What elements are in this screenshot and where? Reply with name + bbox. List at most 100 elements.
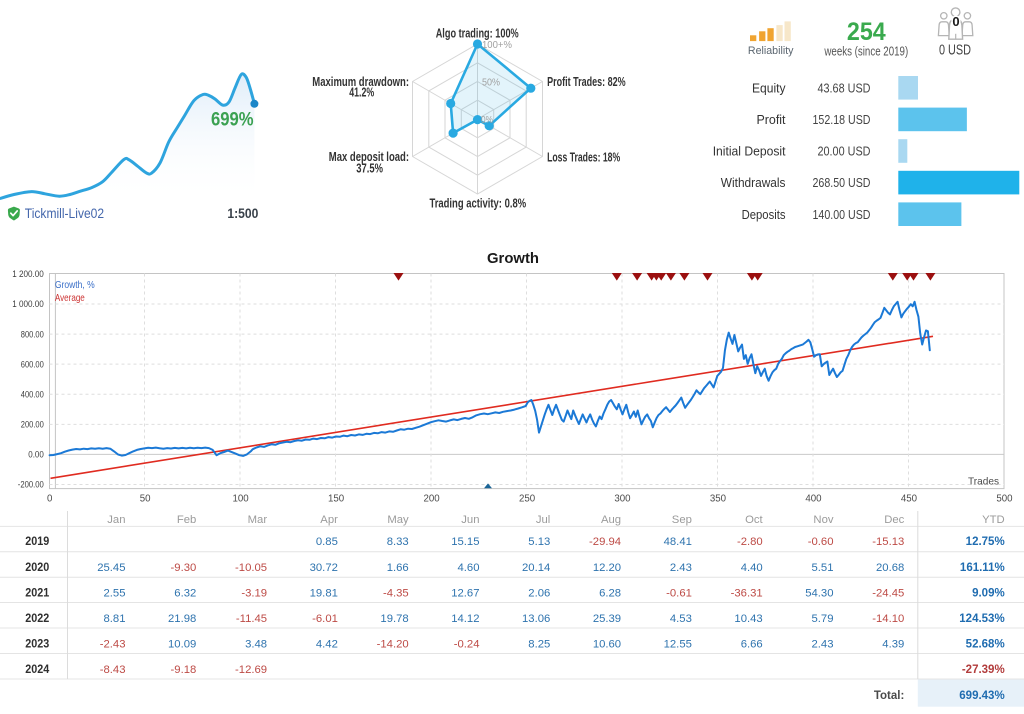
svg-text:-2.43: -2.43 — [100, 638, 126, 650]
svg-text:Trading activity: 0.8%: Trading activity: 0.8% — [429, 197, 526, 211]
svg-text:150: 150 — [328, 494, 345, 505]
svg-text:600.00: 600.00 — [21, 359, 44, 369]
svg-text:Equity: Equity — [752, 80, 786, 95]
svg-text:-0.61: -0.61 — [666, 587, 692, 599]
svg-text:254: 254 — [847, 18, 886, 46]
svg-text:500: 500 — [996, 494, 1013, 505]
svg-text:699%: 699% — [211, 110, 254, 131]
svg-text:2.55: 2.55 — [104, 587, 126, 599]
svg-text:699.43%: 699.43% — [959, 690, 1004, 702]
svg-text:4.60: 4.60 — [458, 562, 480, 574]
svg-text:Maximum drawdown:: Maximum drawdown: — [312, 75, 409, 89]
svg-text:2022: 2022 — [25, 613, 49, 625]
svg-text:54.30: 54.30 — [805, 587, 833, 599]
svg-text:12.20: 12.20 — [593, 562, 621, 574]
svg-text:6.66: 6.66 — [741, 638, 763, 650]
svg-text:Initial Deposit: Initial Deposit — [713, 144, 786, 159]
svg-text:-27.39%: -27.39% — [962, 664, 1005, 676]
svg-text:300: 300 — [614, 494, 631, 505]
svg-text:Jul: Jul — [536, 514, 550, 526]
svg-text:5.13: 5.13 — [528, 536, 550, 548]
svg-text:43.68 USD: 43.68 USD — [818, 80, 871, 95]
svg-text:4.40: 4.40 — [741, 562, 763, 574]
svg-text:200: 200 — [424, 494, 441, 505]
svg-text:12.67: 12.67 — [451, 587, 479, 599]
svg-text:20.68: 20.68 — [876, 562, 904, 574]
svg-text:2020: 2020 — [25, 562, 49, 574]
svg-text:Profit: Profit — [757, 112, 786, 127]
svg-text:10.60: 10.60 — [593, 638, 621, 650]
svg-text:YTD: YTD — [982, 514, 1005, 526]
svg-text:0%: 0% — [481, 114, 493, 126]
svg-text:0.85: 0.85 — [316, 536, 338, 548]
svg-text:400.00: 400.00 — [21, 389, 44, 399]
svg-text:-14.20: -14.20 — [377, 638, 409, 650]
svg-text:-36.31: -36.31 — [731, 587, 763, 599]
svg-text:250: 250 — [519, 494, 536, 505]
svg-text:Profit Trades: 82%: Profit Trades: 82% — [547, 75, 626, 89]
svg-text:0: 0 — [952, 14, 959, 29]
svg-text:Average: Average — [55, 292, 85, 304]
svg-text:2.43: 2.43 — [670, 562, 692, 574]
svg-text:Total:: Total: — [874, 690, 904, 702]
svg-text:weeks (since 2019): weeks (since 2019) — [824, 45, 909, 59]
svg-text:124.53%: 124.53% — [959, 613, 1004, 625]
svg-text:-29.94: -29.94 — [589, 536, 621, 548]
svg-text:19.81: 19.81 — [310, 587, 338, 599]
svg-text:Withdrawals: Withdrawals — [721, 175, 786, 190]
svg-text:-2.80: -2.80 — [737, 536, 763, 548]
svg-text:8.81: 8.81 — [104, 613, 126, 625]
svg-text:800.00: 800.00 — [21, 329, 44, 339]
svg-text:-15.13: -15.13 — [872, 536, 904, 548]
svg-text:5.51: 5.51 — [812, 562, 834, 574]
svg-text:50%: 50% — [482, 77, 500, 89]
svg-text:2019: 2019 — [25, 536, 49, 548]
svg-text:-12.69: -12.69 — [235, 664, 267, 676]
svg-text:Feb: Feb — [177, 514, 196, 526]
svg-text:-14.10: -14.10 — [872, 613, 904, 625]
svg-text:Loss Trades: 18%: Loss Trades: 18% — [547, 150, 620, 164]
svg-text:20.00 USD: 20.00 USD — [818, 144, 871, 159]
svg-text:Growth: Growth — [487, 250, 539, 267]
svg-text:-9.18: -9.18 — [171, 664, 197, 676]
svg-text:4.53: 4.53 — [670, 613, 692, 625]
svg-text:6.28: 6.28 — [599, 587, 621, 599]
svg-text:Trades: Trades — [968, 475, 999, 487]
svg-text:268.50 USD: 268.50 USD — [813, 175, 871, 190]
svg-text:Deposits: Deposits — [742, 207, 786, 222]
svg-text:Jun: Jun — [461, 514, 479, 526]
svg-text:1 000.00: 1 000.00 — [12, 299, 44, 309]
svg-text:20.14: 20.14 — [522, 562, 550, 574]
svg-text:Mar: Mar — [248, 514, 268, 526]
svg-text:161.11%: 161.11% — [960, 562, 1005, 574]
svg-text:200.00: 200.00 — [21, 420, 44, 430]
svg-text:37.5%: 37.5% — [356, 162, 383, 176]
svg-text:48.41: 48.41 — [664, 536, 692, 548]
svg-text:Aug: Aug — [601, 514, 621, 526]
svg-text:41.2%: 41.2% — [349, 86, 374, 100]
svg-text:12.55: 12.55 — [664, 638, 692, 650]
svg-text:50: 50 — [140, 494, 151, 505]
svg-text:15.15: 15.15 — [451, 536, 479, 548]
svg-text:52.68%: 52.68% — [966, 638, 1005, 650]
svg-text:-6.01: -6.01 — [312, 613, 338, 625]
svg-text:Growth, %: Growth, % — [55, 279, 95, 291]
svg-text:0: 0 — [47, 494, 53, 505]
svg-text:Max deposit load:: Max deposit load: — [329, 150, 409, 164]
svg-text:1.66: 1.66 — [387, 562, 409, 574]
svg-text:152.18 USD: 152.18 USD — [813, 112, 871, 127]
svg-text:-3.19: -3.19 — [241, 587, 267, 599]
svg-text:30.72: 30.72 — [310, 562, 338, 574]
svg-text:10.43: 10.43 — [734, 613, 762, 625]
svg-text:Sep: Sep — [672, 514, 692, 526]
svg-text:2.43: 2.43 — [812, 638, 834, 650]
svg-text:-24.45: -24.45 — [872, 587, 904, 599]
svg-text:9.09%: 9.09% — [972, 587, 1005, 599]
svg-text:Apr: Apr — [320, 514, 338, 526]
svg-text:25.39: 25.39 — [593, 613, 621, 625]
svg-text:12.75%: 12.75% — [966, 536, 1005, 548]
svg-text:-8.43: -8.43 — [100, 664, 126, 676]
svg-text:0.00: 0.00 — [28, 450, 44, 460]
svg-text:3.48: 3.48 — [245, 638, 267, 650]
svg-text:10.09: 10.09 — [168, 638, 196, 650]
